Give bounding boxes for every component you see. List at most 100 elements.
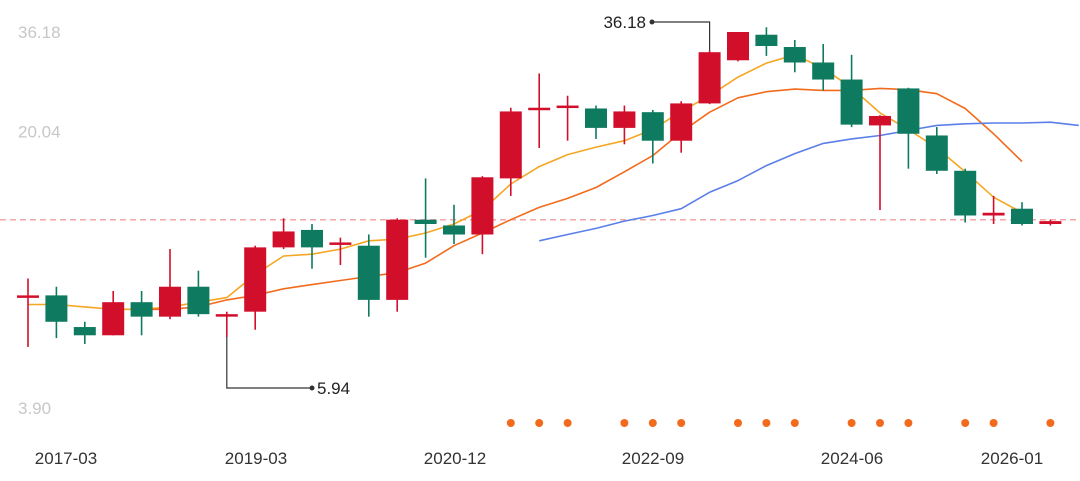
candle-body xyxy=(812,62,835,80)
candle-body xyxy=(45,295,68,322)
candle-body xyxy=(641,112,664,141)
candle xyxy=(783,40,806,73)
signal-dot xyxy=(1046,419,1055,427)
candle-body xyxy=(783,47,806,63)
signal-dot xyxy=(563,419,572,427)
ma-line-1 xyxy=(28,53,1023,311)
candle-body xyxy=(414,219,437,225)
candle xyxy=(812,43,835,91)
candle xyxy=(244,245,267,330)
candle xyxy=(982,195,1005,225)
candle xyxy=(698,50,721,105)
signal-dot xyxy=(648,419,657,427)
candle-body xyxy=(698,52,721,104)
x-tick-label: 2017-03 xyxy=(35,449,97,468)
candle-body xyxy=(897,88,920,134)
high-marker-dot xyxy=(649,19,655,25)
signal-dot xyxy=(677,419,686,427)
candle-body xyxy=(187,286,210,315)
candle-body xyxy=(159,286,181,317)
candle xyxy=(73,321,96,344)
candle xyxy=(556,95,579,141)
candle xyxy=(272,218,295,250)
candle-body xyxy=(613,111,636,128)
candle xyxy=(386,218,409,312)
candle xyxy=(755,27,778,56)
candle xyxy=(1011,202,1033,226)
candle-body xyxy=(357,245,380,300)
candle-body xyxy=(102,302,125,336)
candle-body xyxy=(982,212,1005,216)
low-marker-dot xyxy=(309,385,315,391)
high-leader-line xyxy=(652,21,711,51)
x-tick-label: 2026-01 xyxy=(981,449,1043,468)
candle xyxy=(585,105,607,139)
candle xyxy=(954,168,977,223)
candle-body xyxy=(840,79,863,125)
candle xyxy=(301,224,323,269)
candle xyxy=(414,178,437,258)
candles xyxy=(17,27,1062,347)
signal-dot xyxy=(734,419,742,427)
candle xyxy=(641,109,664,164)
candle-body xyxy=(301,229,323,248)
candle-body xyxy=(130,302,153,317)
signal-dot xyxy=(989,419,998,427)
signal-dot xyxy=(790,419,799,427)
signal-dot xyxy=(535,419,544,427)
moving-average-lines xyxy=(28,53,1079,311)
candle xyxy=(840,54,863,128)
candle-body xyxy=(17,295,39,298)
signal-dots xyxy=(506,419,1055,427)
signal-dot xyxy=(876,419,884,427)
candle xyxy=(159,249,181,320)
y-tick-label: 3.90 xyxy=(18,399,51,418)
candle xyxy=(528,73,551,148)
candle-body xyxy=(329,242,352,245)
candle-body xyxy=(244,247,267,312)
candle-body xyxy=(670,103,693,141)
extreme-annotations: 36.18 5.94 xyxy=(226,13,711,398)
signal-dot xyxy=(762,419,771,427)
signal-dot xyxy=(961,419,970,427)
candle-body xyxy=(386,219,409,300)
candle-body xyxy=(727,32,749,61)
x-tick-label: 2020-12 xyxy=(424,449,486,468)
candle-body xyxy=(585,108,607,128)
candle xyxy=(727,32,749,62)
x-axis: 2017-03 2019-03 2020-12 2022-09 2024-06 2026-… xyxy=(35,449,1043,468)
candle xyxy=(897,87,920,169)
high-label: 36.18 xyxy=(603,13,646,32)
candle-body xyxy=(556,105,579,109)
candle-body xyxy=(1011,208,1033,225)
y-tick-label: 20.04 xyxy=(18,123,61,142)
candle-body xyxy=(272,231,295,248)
candle-body xyxy=(73,327,96,336)
candle xyxy=(45,286,68,339)
ma-line-3 xyxy=(539,121,1079,242)
low-leader-line xyxy=(226,336,312,389)
candle-body xyxy=(499,111,522,179)
candle xyxy=(443,204,465,245)
candle-body xyxy=(443,225,465,235)
signal-dot xyxy=(904,419,913,427)
x-tick-label: 2022-09 xyxy=(622,449,684,468)
signal-dot xyxy=(506,419,515,427)
candle xyxy=(499,107,522,196)
candle xyxy=(329,237,352,265)
candle xyxy=(187,270,210,317)
candle-body xyxy=(471,177,494,235)
candle xyxy=(130,290,153,336)
candle xyxy=(102,290,125,336)
candle xyxy=(925,127,948,174)
low-label: 5.94 xyxy=(317,379,350,398)
candle xyxy=(215,311,238,337)
x-tick-label: 2019-03 xyxy=(225,449,287,468)
candle xyxy=(471,176,494,255)
x-tick-label: 2024-06 xyxy=(821,449,883,468)
signal-dot xyxy=(620,419,629,427)
candle xyxy=(869,115,891,211)
candle-body xyxy=(869,115,891,126)
